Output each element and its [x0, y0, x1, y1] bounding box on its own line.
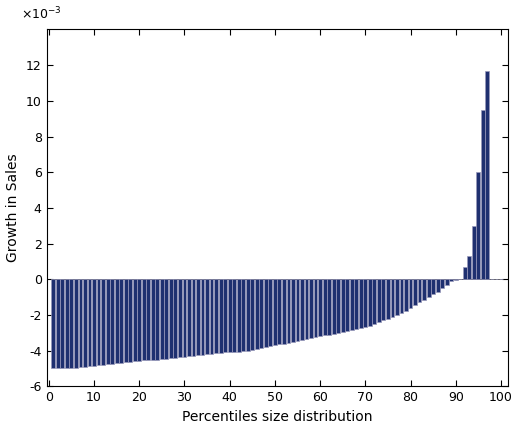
- Bar: [472, 226, 476, 279]
- Bar: [287, 279, 290, 343]
- Bar: [115, 279, 119, 363]
- Bar: [422, 279, 426, 300]
- Bar: [51, 279, 55, 369]
- Bar: [142, 279, 146, 360]
- Bar: [119, 279, 123, 363]
- Bar: [133, 279, 137, 361]
- Bar: [146, 279, 150, 360]
- Bar: [332, 279, 335, 334]
- Bar: [368, 279, 372, 326]
- Bar: [386, 279, 390, 319]
- Bar: [445, 279, 449, 285]
- Text: $\times 10^{-3}$: $\times 10^{-3}$: [21, 6, 62, 22]
- Bar: [291, 279, 295, 342]
- Bar: [431, 279, 435, 295]
- Bar: [164, 279, 168, 359]
- Bar: [282, 279, 286, 344]
- Bar: [305, 279, 308, 339]
- Bar: [241, 279, 245, 350]
- Bar: [399, 279, 404, 313]
- Bar: [201, 279, 204, 355]
- Bar: [440, 279, 444, 288]
- Bar: [70, 279, 73, 369]
- Bar: [345, 279, 349, 331]
- Bar: [83, 279, 87, 367]
- Bar: [476, 172, 480, 279]
- Bar: [336, 279, 340, 333]
- Bar: [314, 279, 318, 337]
- Bar: [183, 279, 186, 357]
- Bar: [341, 279, 345, 332]
- Bar: [264, 279, 268, 347]
- Bar: [295, 279, 300, 341]
- Bar: [318, 279, 322, 336]
- Bar: [169, 279, 173, 358]
- Bar: [273, 279, 277, 345]
- Bar: [137, 279, 141, 361]
- Bar: [56, 279, 60, 369]
- Bar: [110, 279, 114, 364]
- Bar: [101, 279, 105, 365]
- Bar: [454, 279, 458, 280]
- Bar: [327, 279, 331, 335]
- Bar: [486, 71, 489, 279]
- Bar: [87, 279, 92, 366]
- Bar: [187, 279, 191, 356]
- Bar: [323, 279, 327, 335]
- Bar: [210, 279, 214, 354]
- Bar: [79, 279, 82, 367]
- Bar: [350, 279, 354, 330]
- Bar: [74, 279, 78, 368]
- Bar: [174, 279, 177, 358]
- Bar: [436, 279, 439, 292]
- Bar: [372, 279, 376, 324]
- X-axis label: Percentiles size distribution: Percentiles size distribution: [182, 410, 372, 424]
- Bar: [268, 279, 272, 346]
- Bar: [232, 279, 236, 352]
- Bar: [205, 279, 209, 354]
- Bar: [124, 279, 127, 362]
- Bar: [255, 279, 259, 349]
- Bar: [391, 279, 394, 317]
- Bar: [467, 256, 471, 279]
- Bar: [463, 267, 467, 279]
- Bar: [377, 279, 381, 322]
- Bar: [278, 279, 281, 344]
- Bar: [413, 279, 417, 305]
- Bar: [359, 279, 363, 329]
- Bar: [160, 279, 164, 359]
- Bar: [259, 279, 263, 348]
- Bar: [382, 279, 385, 320]
- Bar: [427, 279, 431, 297]
- Bar: [250, 279, 254, 350]
- Bar: [481, 110, 485, 279]
- Bar: [60, 279, 64, 369]
- Bar: [191, 279, 196, 356]
- Bar: [97, 279, 100, 365]
- Bar: [196, 279, 200, 355]
- Bar: [354, 279, 358, 329]
- Bar: [300, 279, 304, 340]
- Bar: [237, 279, 241, 352]
- Bar: [409, 279, 412, 308]
- Bar: [449, 279, 453, 281]
- Bar: [418, 279, 422, 302]
- Bar: [214, 279, 218, 353]
- Bar: [155, 279, 159, 359]
- Bar: [363, 279, 367, 328]
- Bar: [246, 279, 250, 350]
- Bar: [65, 279, 69, 369]
- Bar: [404, 279, 408, 310]
- Bar: [309, 279, 313, 338]
- Bar: [151, 279, 155, 359]
- Bar: [223, 279, 227, 353]
- Bar: [228, 279, 231, 353]
- Bar: [219, 279, 223, 353]
- Bar: [92, 279, 96, 366]
- Bar: [106, 279, 110, 364]
- Bar: [178, 279, 182, 357]
- Bar: [395, 279, 399, 315]
- Bar: [128, 279, 132, 362]
- Y-axis label: Growth in Sales: Growth in Sales: [6, 154, 20, 262]
